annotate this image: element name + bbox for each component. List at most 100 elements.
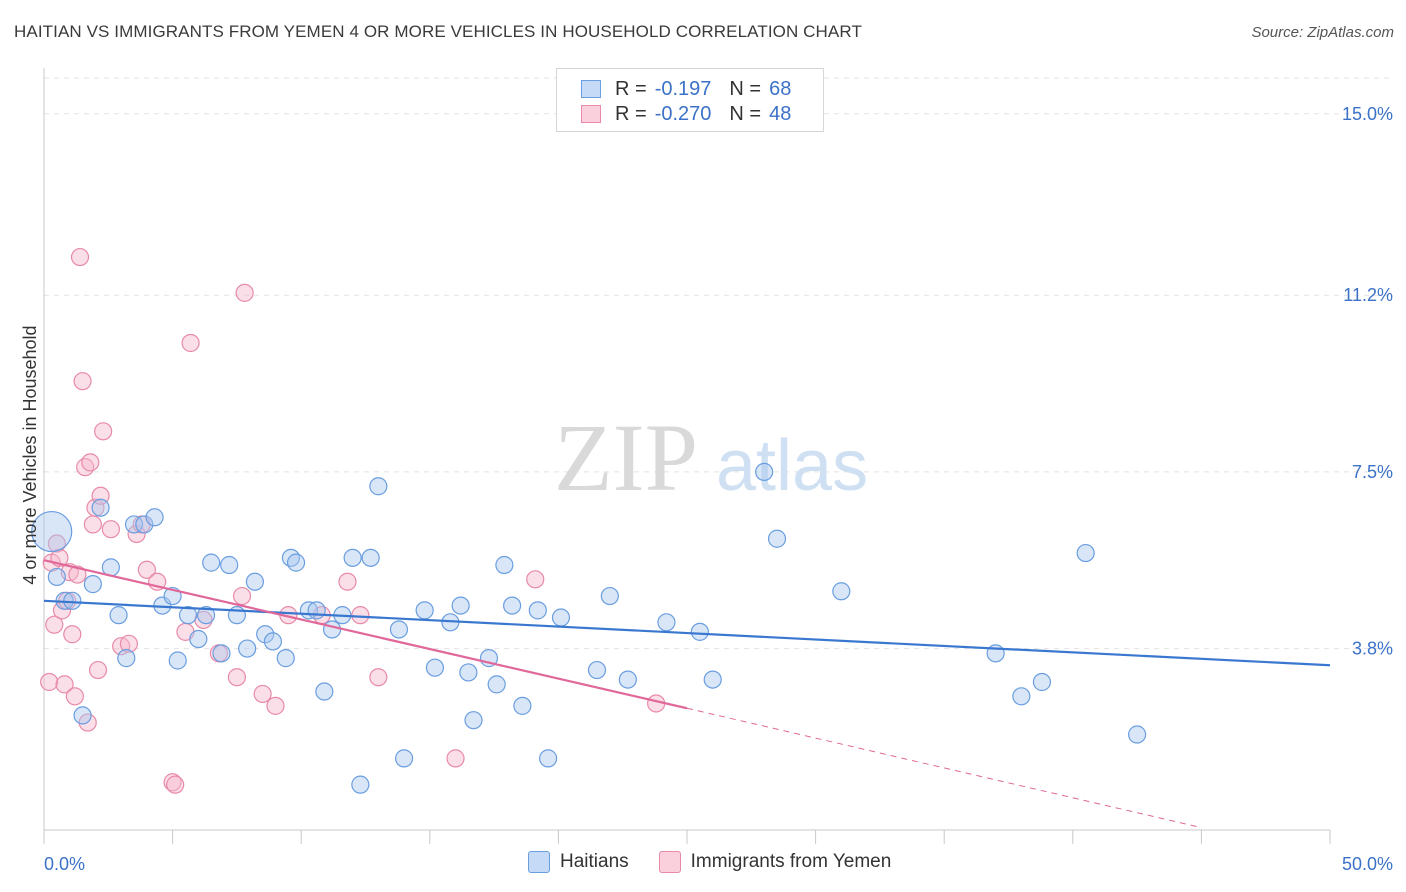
grid-lines: [44, 77, 1393, 650]
yemen-point: [253, 684, 272, 704]
haitian-point: [196, 606, 216, 625]
yemen-point: [55, 675, 74, 694]
haitian-point: [1012, 687, 1031, 706]
legend-label-haitians: Haitians: [560, 851, 629, 872]
y-tick-label: 7.5%: [1352, 462, 1393, 482]
yemen-point: [351, 606, 370, 625]
haitian-point: [245, 572, 265, 591]
yemen-point: [137, 560, 156, 579]
legend-label-yemen: Immigrants from Yemen: [690, 851, 892, 872]
yemen-point: [446, 749, 465, 768]
r-value: -0.270: [654, 102, 712, 125]
haitian-point: [551, 608, 571, 627]
r-label: R =: [615, 77, 647, 100]
yemen-point: [235, 283, 254, 302]
y-axis-title: 4 or more Vehicles in Household: [20, 325, 40, 584]
yemen-point: [47, 534, 66, 553]
n-value: 48: [769, 102, 792, 125]
haitian-point: [464, 711, 483, 730]
haitian-point: [212, 644, 231, 663]
yemen-swatch: [581, 105, 601, 123]
haitian-trend-line: [43, 599, 1331, 667]
haitian-point: [618, 670, 637, 689]
yemen-point: [101, 520, 120, 539]
haitian-point: [63, 591, 82, 610]
haitian-point: [307, 601, 326, 620]
haitian-point: [503, 596, 522, 615]
n-value: 68: [769, 77, 792, 100]
haitian-point: [832, 582, 851, 601]
yemen-point: [338, 572, 357, 591]
yemen-point: [227, 668, 246, 687]
legend-row-yemen: R = -0.270 N = 48: [581, 102, 791, 126]
yemen-trend-extension: [686, 707, 1202, 829]
haitian-point: [47, 567, 66, 587]
series-legend: Haitians Immigrants from Yemen: [528, 851, 921, 873]
haitian-point: [315, 682, 334, 701]
x-tick-label-min: 0.0%: [44, 854, 85, 874]
yemen-point: [232, 586, 252, 606]
haitian-point: [145, 508, 164, 527]
source-label: Source: ZipAtlas.com: [1251, 24, 1394, 41]
watermark-atlas: atlas: [716, 426, 868, 506]
haitian-point: [178, 606, 198, 625]
haitian-point: [394, 749, 414, 768]
yemen-point: [70, 247, 90, 267]
watermark: ZIP atlas: [554, 404, 868, 511]
yemen-point: [68, 565, 87, 584]
haitians-legend-swatch: [528, 851, 550, 873]
haitian-point: [690, 622, 709, 641]
haitian-point: [703, 670, 722, 689]
haitian-point: [389, 620, 409, 639]
haitian-point: [135, 515, 154, 534]
yemen-point: [369, 668, 388, 687]
yemen-point: [81, 453, 100, 472]
haitian-point: [31, 510, 73, 553]
n-label: N =: [729, 77, 762, 100]
haitian-point: [1127, 725, 1147, 744]
yemen-point: [63, 625, 82, 644]
haitian-point: [755, 462, 774, 482]
haitian-point: [1076, 543, 1095, 563]
haitian-point: [451, 596, 470, 615]
watermark-zip: ZIP: [554, 404, 698, 511]
haitian-point: [539, 749, 558, 768]
yemen-point: [266, 696, 285, 715]
legend-row-haitians: R = -0.197 N = 68: [581, 77, 791, 101]
yemen-point: [163, 773, 182, 792]
haitian-point: [657, 613, 676, 632]
haitian-point: [600, 586, 619, 606]
yemen-point: [86, 498, 105, 517]
yemen-point: [526, 570, 545, 589]
r-label: R =: [615, 102, 647, 125]
haitian-point: [351, 775, 370, 794]
haitian-point: [286, 553, 306, 572]
haitian-point: [459, 663, 478, 682]
legend-item-yemen[interactable]: Immigrants from Yemen: [658, 851, 892, 873]
yemen-point: [73, 372, 92, 391]
haitian-point: [91, 498, 110, 517]
yemen-point: [181, 333, 200, 353]
y-tick-label: 3.8%: [1352, 639, 1393, 659]
yemen-point: [45, 615, 64, 634]
haitian-point: [117, 649, 136, 668]
yemen-point: [83, 515, 102, 534]
n-label: N =: [729, 102, 762, 125]
r-value: -0.197: [654, 77, 712, 100]
yemen-point: [119, 634, 138, 653]
series-immigrants-from-yemen: [40, 247, 666, 794]
haitian-point: [276, 649, 295, 668]
legend-item-haitians[interactable]: Haitians: [528, 851, 629, 873]
haitian-point: [189, 629, 208, 649]
yemen-point: [166, 775, 185, 794]
haitian-point: [343, 548, 362, 567]
x-tick-label-max: 50.0%: [1342, 854, 1393, 874]
yemen-trend-line: [43, 559, 688, 710]
haitian-point: [322, 620, 342, 639]
haitian-point: [369, 477, 388, 496]
haitian-point: [124, 515, 144, 534]
haitian-point: [415, 601, 434, 620]
haitian-point: [528, 601, 547, 620]
yemen-point: [88, 660, 108, 680]
haitian-point: [513, 696, 532, 715]
